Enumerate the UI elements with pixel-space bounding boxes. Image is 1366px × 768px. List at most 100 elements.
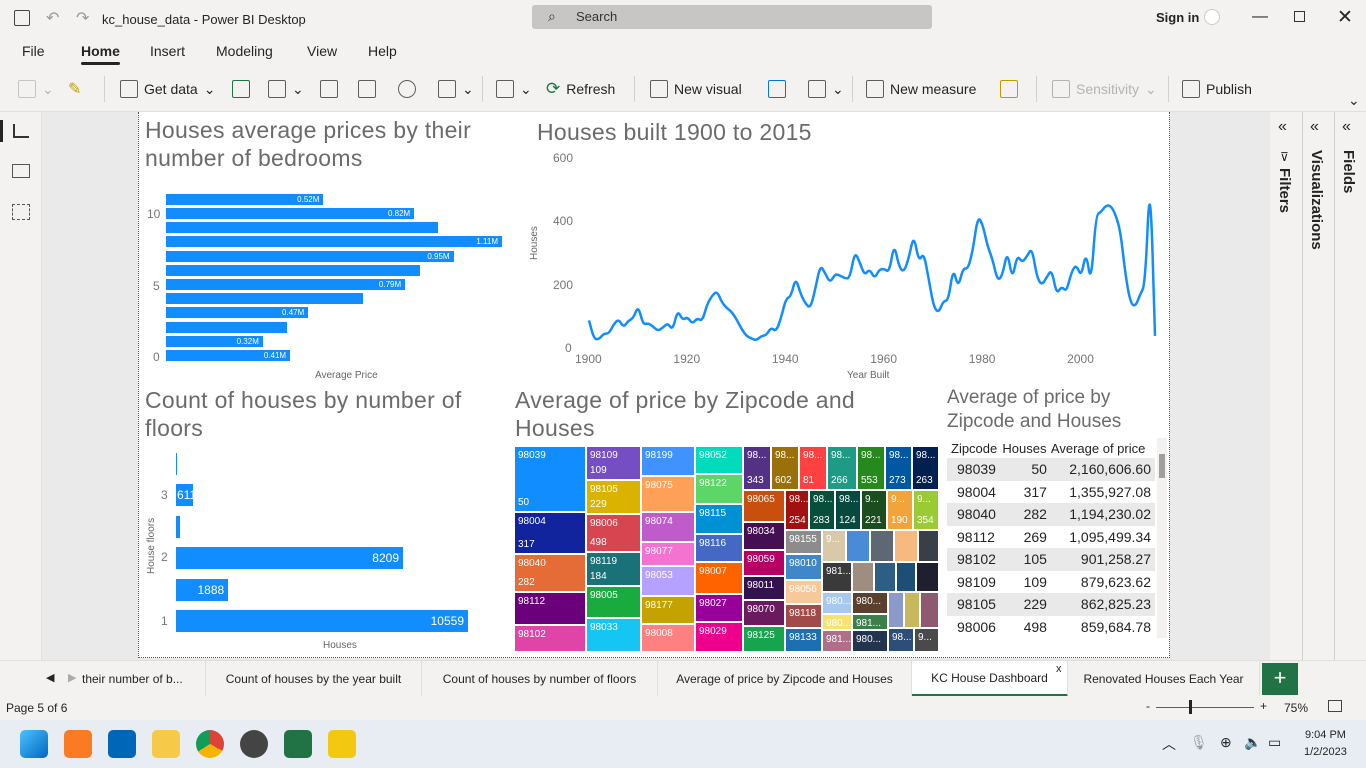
tab-bedrooms[interactable]: their number of b... [80, 661, 206, 697]
treemap-cell[interactable]: 981... [822, 562, 852, 592]
floors-bar[interactable]: 10559 [176, 610, 468, 632]
treemap-cell[interactable]: 98... 266 [827, 446, 857, 490]
sensitivity-button[interactable]: Sensitivity ⌄ [1052, 78, 1157, 100]
tab-renovated[interactable]: Renovated Houses Each Year [1068, 661, 1260, 697]
bedrooms-bar[interactable]: 0.79M [166, 279, 406, 290]
treemap-cell[interactable]: 98102 [514, 625, 586, 652]
fields-pane-tab[interactable]: Fields [1340, 150, 1357, 194]
treemap-cell[interactable]: 98033 [586, 618, 641, 652]
menu-view[interactable]: View [307, 43, 338, 59]
treemap-cell[interactable]: 980... [852, 630, 888, 652]
treemap-cell[interactable]: 9... [822, 530, 846, 562]
paste-button[interactable]: ⌄ [18, 78, 54, 100]
vscode-icon[interactable] [108, 730, 136, 758]
media-player-icon[interactable] [240, 730, 268, 758]
treemap-cell[interactable]: 98056 [785, 580, 822, 604]
tab-kc-house-dashboard[interactable]: KC House Dashboard [912, 661, 1068, 697]
publish-button[interactable]: Publish [1182, 78, 1252, 100]
bedrooms-bar[interactable]: 0.47M [166, 307, 309, 319]
restore-icon[interactable] [1294, 11, 1305, 22]
zoom-in-icon[interactable]: + [1260, 699, 1268, 713]
recent-sources-button[interactable] [398, 78, 416, 100]
save-icon[interactable] [14, 10, 30, 26]
treemap-cell[interactable]: 98007 [695, 562, 743, 594]
treemap-cell[interactable]: 98... 283 [809, 490, 835, 530]
close-icon[interactable]: ✕ [1337, 7, 1353, 28]
table-row[interactable]: 98004 317 1,355,927.08 [947, 480, 1155, 503]
collapse-ribbon-icon[interactable]: ⌄ [1348, 92, 1360, 108]
years-line-chart[interactable] [569, 150, 1169, 370]
treemap-cell[interactable] [894, 530, 918, 562]
treemap-cell[interactable]: 98... 124 [835, 490, 861, 530]
treemap-cell[interactable]: 98112 [514, 592, 586, 625]
filters-pane-tab[interactable]: Filters [1276, 168, 1293, 214]
treemap-cell[interactable]: 98077 [641, 542, 695, 566]
treemap-cell[interactable]: 98116 [695, 534, 743, 562]
minimize-icon[interactable]: — [1252, 8, 1268, 25]
treemap-cell[interactable] [852, 562, 874, 592]
quick-measure-button[interactable] [1000, 78, 1018, 100]
zoom-out-icon[interactable]: - [1146, 699, 1150, 713]
undo-icon[interactable]: ↶ [46, 10, 60, 27]
treemap-cell[interactable]: 98115 [695, 504, 743, 534]
col-zipcode[interactable]: Zipcode [951, 440, 998, 456]
bedrooms-bar[interactable] [166, 293, 363, 305]
table-scroll-thumb[interactable] [1159, 454, 1165, 478]
bedrooms-bar[interactable]: 0.41M [166, 350, 291, 361]
menu-file[interactable]: File [22, 43, 45, 59]
text-box-button[interactable] [768, 78, 786, 100]
treemap-cell[interactable]: 9... 221 [861, 490, 887, 530]
treemap-cell[interactable]: 9... [914, 628, 939, 652]
more-visuals-button[interactable]: ⌄ [808, 78, 844, 100]
collapse-visualizations-icon[interactable]: « [1310, 118, 1319, 135]
treemap-cell[interactable]: 98125 [743, 626, 785, 652]
transform-data-button[interactable]: ⌄ [496, 78, 532, 100]
table-row[interactable]: 98039 50 2,160,606.60 [947, 458, 1155, 481]
treemap-cell[interactable]: 98119 184 [586, 552, 641, 586]
redo-icon[interactable]: ↷ [76, 10, 90, 27]
visualizations-pane-tab[interactable]: Visualizations [1308, 150, 1325, 250]
tab-floors[interactable]: Count of houses by number of floors [422, 661, 658, 697]
zoom-slider[interactable] [1156, 707, 1254, 708]
treemap-cell[interactable]: 98... 81 [799, 446, 827, 490]
powerbi-taskbar-icon[interactable] [328, 730, 356, 758]
volume-icon[interactable]: 🔈 [1244, 734, 1262, 750]
table-row[interactable]: 98102 105 901,258.27 [947, 548, 1155, 571]
treemap-cell[interactable]: 98... 343 [743, 446, 771, 490]
col-houses[interactable]: Houses [1002, 440, 1047, 456]
table-row[interactable]: 98006 498 859,684.78 [947, 615, 1155, 638]
fit-page-icon[interactable] [1328, 700, 1342, 712]
treemap-cell[interactable]: 98029 [695, 622, 743, 652]
clock-date[interactable]: 1/2/2023 [1304, 746, 1347, 758]
format-painter-button[interactable]: ✎ [68, 78, 81, 100]
menu-help[interactable]: Help [368, 43, 397, 59]
language-icon[interactable]: ⊕ [1220, 734, 1232, 750]
floors-bar[interactable] [176, 515, 181, 538]
tray-chevron-icon[interactable]: ︿ [1162, 736, 1176, 752]
treemap-cell[interactable]: 98... 254 [785, 490, 809, 530]
bedrooms-bar[interactable]: 0.32M [166, 335, 263, 347]
tab-prev-icon[interactable]: ◀ [46, 672, 55, 684]
menu-modeling[interactable]: Modeling [216, 43, 273, 59]
treemap-cell[interactable]: 9... 190 [887, 490, 913, 530]
treemap-cell[interactable]: 98008 [641, 624, 695, 652]
chrome-icon[interactable] [196, 730, 224, 758]
dataverse-button[interactable] [320, 78, 338, 100]
data-hub-button[interactable]: ⌄ [268, 78, 304, 100]
treemap-cell[interactable] [870, 530, 894, 562]
treemap-cell[interactable]: 98199 [641, 446, 695, 476]
zip-table-container[interactable]: Zipcode Houses Average of price 98039 50 2… [947, 438, 1157, 650]
sign-in-link[interactable]: Sign in [1156, 10, 1200, 25]
zipcode-treemap[interactable]: 98039 50 98004 317 98040 282 98112 98102 98109 10… [514, 446, 940, 652]
bedrooms-bar[interactable] [166, 264, 421, 276]
bedrooms-bar[interactable] [166, 321, 288, 333]
treemap-cell[interactable]: 980... [852, 592, 888, 614]
treemap-cell[interactable]: 98109 109 [586, 446, 641, 480]
zoom-slider-thumb[interactable] [1189, 700, 1192, 714]
tab-zipcode[interactable]: Average of price by Zipcode and Houses [658, 661, 912, 697]
floors-bar[interactable]: 611 [176, 484, 196, 506]
treemap-cell[interactable] [846, 530, 870, 562]
table-row[interactable]: 98112 269 1,095,499.34 [947, 525, 1155, 548]
xampp-icon[interactable] [64, 730, 92, 758]
close-tab-icon[interactable]: x [1056, 663, 1062, 675]
